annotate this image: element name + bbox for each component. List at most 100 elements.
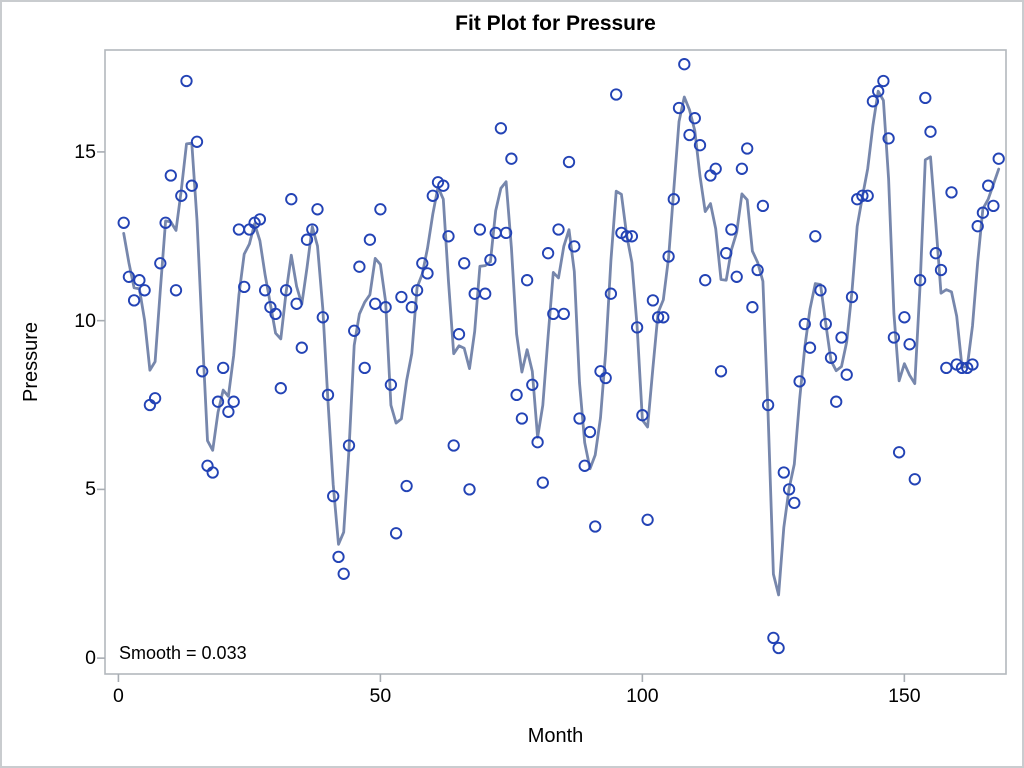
scatter-point: [479, 287, 492, 300]
x-tick-label: 0: [112, 685, 124, 707]
scatter-point: [505, 152, 518, 165]
scatter-point: [887, 331, 901, 344]
scatter-point: [133, 274, 146, 287]
scatter-point: [190, 135, 204, 148]
scatter-point: [976, 206, 990, 219]
scatter-point: [913, 274, 927, 287]
y-tick-label: 5: [85, 478, 96, 501]
scatter-point: [636, 409, 649, 422]
scatter-point: [520, 274, 534, 287]
scatter-point: [358, 361, 371, 375]
scatter-point: [898, 311, 911, 324]
chart-title: Fit Plot for Pressure: [455, 12, 656, 35]
scatter-point: [824, 351, 838, 364]
scatter-point: [452, 328, 466, 341]
scatter-point: [185, 179, 198, 192]
scatter-point: [327, 489, 340, 503]
scatter-point: [568, 240, 581, 253]
scatter-point: [217, 361, 230, 375]
scatter-point: [169, 284, 183, 297]
scatter-point: [332, 550, 345, 564]
y-tick-label: 15: [74, 140, 96, 163]
scatter-point: [788, 496, 801, 510]
scatter-point: [122, 270, 136, 283]
scatter-point: [395, 290, 408, 304]
scatter-point: [934, 263, 948, 277]
scatter-point: [793, 375, 806, 388]
x-tick-label: 150: [888, 685, 921, 707]
scatter-point: [285, 193, 298, 206]
scatter-point: [866, 95, 880, 108]
scatter-point: [777, 466, 790, 479]
scatter-point: [316, 311, 329, 324]
scatter-point: [363, 233, 377, 246]
scatter-point: [992, 152, 1005, 165]
scatter-point: [258, 284, 272, 297]
scatter-point: [117, 216, 130, 229]
scatter-point: [678, 58, 691, 71]
smooth-annotation: Smooth = 0.033: [119, 643, 247, 663]
scatter-point: [321, 388, 335, 402]
plot-frame: [104, 49, 1007, 675]
scatter-point: [856, 189, 869, 202]
scatter-point: [458, 257, 471, 270]
scatter-point: [274, 382, 287, 395]
y-tick-label: 10: [74, 309, 96, 332]
scatter-point: [499, 226, 513, 240]
scatter-point: [919, 91, 932, 105]
scatter-point: [699, 274, 712, 287]
scatter-point: [709, 162, 722, 175]
scatter-point: [929, 247, 942, 260]
scatter-point: [767, 631, 780, 645]
scatter-point: [426, 189, 439, 202]
scatter-point: [374, 203, 387, 216]
scatter-point: [306, 223, 319, 236]
scatter-point: [159, 216, 172, 229]
scatter-point: [531, 436, 544, 449]
scatter-point: [164, 169, 177, 182]
x-axis-title: Month: [527, 725, 584, 747]
scatter-point: [253, 213, 267, 226]
scatter-point: [353, 260, 366, 273]
scatter-point: [222, 405, 235, 418]
scatter-point: [720, 247, 733, 260]
scatter-point: [541, 247, 555, 260]
scatter-point: [127, 294, 141, 307]
scatter-point: [410, 284, 424, 297]
scatter-point: [473, 223, 487, 236]
scatter-point: [940, 361, 953, 375]
scatter-point: [672, 101, 686, 115]
scatter-point: [683, 128, 696, 142]
scatter-point: [872, 85, 885, 98]
scatter-point: [908, 473, 921, 486]
scatter-point: [987, 199, 1000, 213]
scatter-point: [148, 392, 162, 405]
scatter-point: [494, 122, 508, 135]
y-tick-label: 0: [85, 647, 96, 670]
scatter-point: [578, 459, 591, 472]
scatter-point: [311, 203, 324, 216]
scatter-point: [955, 361, 969, 375]
scatter-point: [756, 199, 770, 213]
scatter-point: [966, 358, 979, 371]
scatter-point: [667, 193, 680, 206]
scatter-point: [557, 307, 570, 321]
scatter-point: [892, 446, 906, 459]
scatter-point: [772, 641, 785, 655]
scatter-point: [725, 223, 738, 236]
scatter-point: [300, 233, 314, 246]
scatter-point: [819, 317, 832, 331]
scatter-point: [573, 412, 586, 425]
scatter-point: [971, 220, 984, 233]
scatter-point: [337, 567, 350, 580]
scatter-point: [389, 527, 403, 540]
scatter-point: [138, 284, 151, 297]
scatter-point: [735, 162, 749, 175]
scatter-point: [610, 88, 623, 101]
scatter-point: [877, 74, 890, 88]
scatter-point: [552, 223, 565, 236]
scatter-point: [782, 483, 796, 496]
scatter-point: [809, 230, 822, 243]
scatter-point: [641, 513, 654, 526]
scatter-point: [180, 74, 193, 88]
